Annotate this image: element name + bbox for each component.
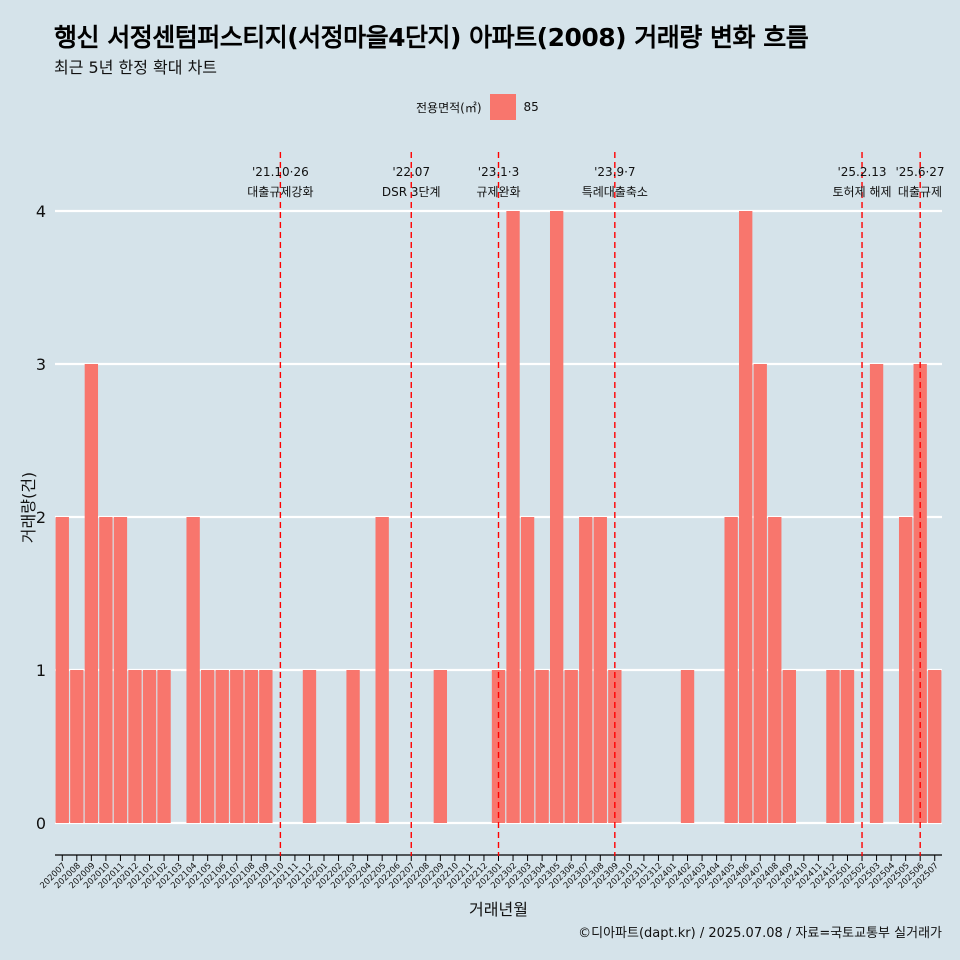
bar (142, 670, 157, 823)
event-name-label: 대출규제 (898, 185, 942, 199)
bar (506, 211, 520, 823)
bar (157, 670, 171, 823)
x-axis-title: 거래년월 (469, 900, 528, 919)
y-tick-label: 3 (36, 355, 46, 374)
bar (724, 517, 738, 823)
bar (753, 364, 767, 823)
source-caption: ©디아파트(dapt.kr) / 2025.07.08 / 자료=국토교통부 실… (578, 926, 942, 941)
y-tick-label: 0 (36, 814, 46, 833)
bar (346, 670, 360, 823)
bar (84, 364, 99, 823)
legend-swatch (489, 94, 516, 120)
chart-title: 행신 서정센텀퍼스티지(서정마을4단지) 아파트(2008) 거래량 변화 흐름 (54, 23, 809, 52)
bar (869, 364, 884, 823)
event-name-label: 규제완화 (476, 185, 520, 199)
bar (55, 517, 69, 823)
bar (113, 517, 128, 823)
bar (928, 670, 942, 823)
event-name-label: 토허제 해제 (833, 185, 892, 199)
bar (302, 670, 317, 823)
bar (259, 670, 273, 823)
event-date-label: '25.6·27 (895, 165, 944, 179)
bar (579, 517, 593, 823)
bar (230, 670, 244, 823)
bar (201, 670, 215, 823)
y-axis-title: 거래량(건) (19, 472, 38, 543)
event-date-label: '23.1·3 (478, 165, 519, 179)
y-tick-label: 2 (36, 508, 46, 527)
bar (128, 670, 142, 823)
event-name-label: 대출규제강화 (247, 185, 313, 199)
bar (186, 517, 200, 823)
event-date-label: '25.2.13 (837, 165, 886, 179)
bar (215, 670, 229, 823)
event-date-label: '21.10·26 (252, 165, 309, 179)
bar (520, 517, 535, 823)
bar (244, 670, 258, 823)
event-date-label: '22.07 (392, 165, 430, 179)
bar (535, 670, 549, 823)
legend-item-label: 85 (523, 100, 539, 114)
bar (70, 670, 84, 823)
bar (680, 670, 695, 823)
bar (782, 670, 796, 823)
event-name-label: 특례대출축소 (582, 185, 648, 199)
bar (826, 670, 840, 823)
bar (898, 517, 913, 823)
bar (99, 517, 113, 823)
bar (739, 211, 753, 823)
bar (564, 670, 578, 823)
event-date-label: '23.9·7 (594, 165, 635, 179)
chart-subtitle: 최근 5년 한정 확대 차트 (54, 58, 218, 77)
bar (768, 517, 782, 823)
bar (433, 670, 448, 823)
event-name-label: DSR 3단계 (382, 185, 441, 199)
legend-title: 전용면적(㎡) (416, 100, 482, 115)
bar (840, 670, 855, 823)
bar (375, 517, 389, 823)
bar (593, 517, 607, 823)
y-tick-label: 4 (36, 202, 46, 221)
bar (549, 211, 564, 823)
legend: 전용면적(㎡) 85 (416, 94, 539, 120)
y-tick-label: 1 (36, 661, 46, 680)
